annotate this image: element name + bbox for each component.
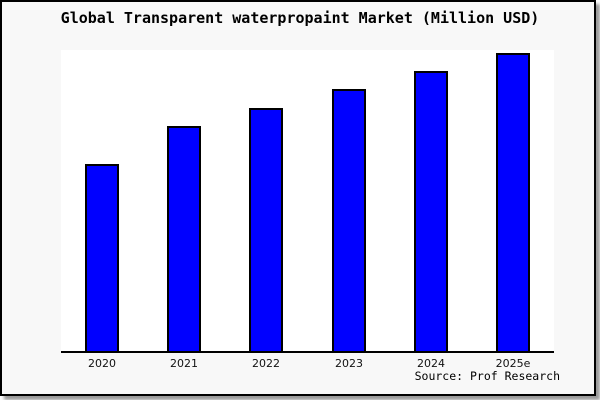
plot-area [61,50,554,353]
source-note: Source: Prof Research [414,369,560,383]
x-tick-label-2024: 2024 [417,357,445,370]
chart-title: Global Transparent waterpropaint Market … [60,9,540,27]
x-tick-label-2020: 2020 [88,357,116,370]
x-tick-label-2021: 2021 [170,357,198,370]
bar-2024 [414,71,448,353]
bar-2023 [332,89,366,353]
bar-2025e [496,53,530,353]
x-axis-line [61,351,554,353]
bar-2021 [167,126,201,353]
x-tick-label-2023: 2023 [335,357,363,370]
x-tick-label-2022: 2022 [252,357,280,370]
bar-2020 [85,164,119,353]
bar-2022 [249,108,283,353]
x-tick-label-2025e: 2025e [495,357,531,370]
